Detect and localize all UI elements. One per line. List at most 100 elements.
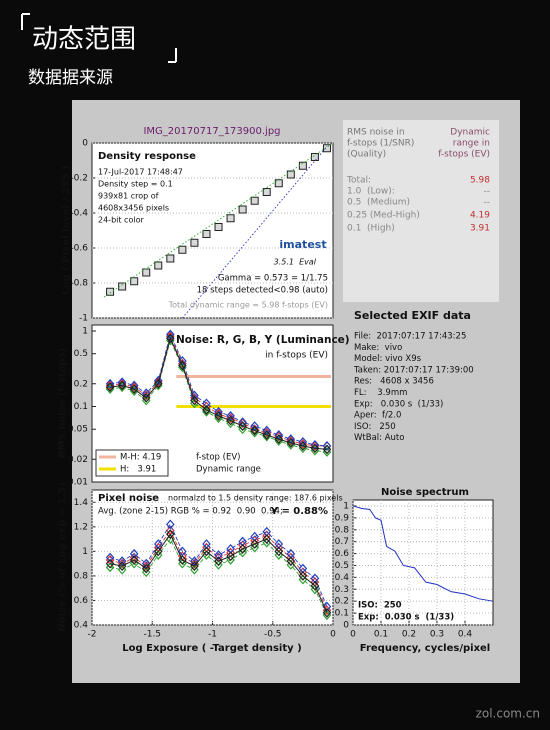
y-tick-label: 0.9 bbox=[335, 513, 350, 523]
marker bbox=[202, 230, 211, 238]
marker bbox=[226, 551, 235, 562]
annotation: Dynamic range bbox=[196, 465, 261, 475]
x-tick-label: -1 bbox=[208, 630, 217, 640]
marker bbox=[262, 534, 272, 545]
y-tick-label: -0.2 bbox=[70, 174, 88, 184]
marker bbox=[214, 559, 223, 570]
exif-line: Taken: 2017:07:17 17:39:00 bbox=[353, 365, 474, 375]
marker bbox=[105, 558, 115, 569]
marker bbox=[298, 161, 307, 170]
y-tick-label: 0 bbox=[82, 139, 88, 149]
y-tick-label: 0.1 bbox=[74, 402, 88, 412]
series-line bbox=[110, 336, 328, 450]
marker bbox=[214, 411, 223, 421]
x-tick-label: -2 bbox=[88, 630, 97, 640]
bracket-open bbox=[21, 13, 30, 30]
annotation: Total dynamic range = 5.98 f-stops (EV) bbox=[168, 301, 328, 310]
marker bbox=[310, 580, 320, 591]
summary-header-left: f-stops (1/SNR) bbox=[347, 139, 414, 149]
y-tick-label: -0.8 bbox=[70, 279, 88, 289]
marker bbox=[141, 392, 151, 403]
marker bbox=[153, 378, 163, 389]
summary-value: -- bbox=[484, 187, 491, 197]
marker bbox=[106, 287, 115, 296]
exif-line: Exp: 0.030 s (1/33) bbox=[354, 399, 443, 409]
series-line bbox=[110, 339, 328, 453]
chart-title: Noise spectrum bbox=[381, 487, 469, 498]
summary-header-right: Dynamic bbox=[450, 128, 490, 138]
y-tick-label: 0.8 bbox=[335, 525, 350, 535]
chart-title: IMG_20170717_173900.jpg bbox=[143, 126, 280, 137]
summary-label: 0.25 (Med-High) bbox=[347, 211, 420, 221]
marker bbox=[130, 277, 139, 286]
x-tick-label: -1.5 bbox=[143, 630, 161, 640]
exif-line: Make: vivo bbox=[354, 343, 402, 353]
summary-value: -- bbox=[484, 198, 491, 208]
annotation: in f-stops (EV) bbox=[265, 351, 328, 361]
series-line bbox=[182, 146, 328, 319]
x-tick-label: 0.4 bbox=[458, 630, 473, 640]
y-tick-label: 0.6 bbox=[74, 596, 89, 606]
marker bbox=[298, 441, 308, 451]
marker bbox=[262, 188, 271, 196]
plot-area bbox=[352, 499, 494, 626]
marker bbox=[310, 153, 319, 161]
y-tick-label: 0.4 bbox=[74, 621, 89, 631]
marker bbox=[105, 378, 115, 389]
x-axis-label: Log Exposure ( -Target density ) bbox=[122, 643, 301, 654]
marker bbox=[250, 539, 259, 549]
y-tick-label: 0.5 bbox=[335, 561, 349, 571]
summary-value: 5.98 bbox=[470, 176, 490, 186]
marker bbox=[166, 529, 175, 540]
marker bbox=[238, 547, 247, 558]
marker bbox=[286, 437, 296, 448]
marker bbox=[105, 380, 115, 391]
marker bbox=[117, 556, 127, 567]
annotation: f-stop (EV) bbox=[196, 453, 240, 463]
annotation: 939x81 crop of bbox=[98, 192, 159, 201]
marker bbox=[322, 607, 332, 618]
marker bbox=[178, 558, 187, 569]
marker bbox=[153, 375, 163, 386]
marker bbox=[117, 564, 127, 575]
marker bbox=[262, 430, 272, 440]
y-tick-label: -1 bbox=[79, 314, 88, 324]
marker bbox=[202, 405, 211, 415]
marker bbox=[166, 254, 175, 263]
legend-label: M-H: 4.19 bbox=[120, 453, 161, 463]
marker bbox=[190, 561, 199, 572]
marker bbox=[190, 395, 199, 406]
annotation: 17-Jul-2017 17:48:47 bbox=[98, 168, 183, 177]
exif-line: Aper: f/2.0 bbox=[354, 411, 401, 421]
marker bbox=[153, 377, 163, 388]
annotation: Density response bbox=[98, 151, 196, 162]
marker bbox=[105, 562, 115, 573]
marker bbox=[153, 546, 163, 557]
annotation: Density step = 0.1 bbox=[98, 180, 173, 189]
annotation: Avg. (zone 2-15) RGB % = 0.92 0.90 0.94; bbox=[98, 507, 283, 517]
x-tick-label: 0.1 bbox=[374, 630, 388, 640]
x-axis-label: Frequency, cycles/pixel bbox=[360, 643, 490, 654]
summary-label: 1.0 (Low): bbox=[347, 187, 395, 197]
exif-line: FL: 3.9mm bbox=[354, 388, 407, 398]
summary-header-left: RMS noise in bbox=[347, 128, 405, 138]
exif-line: File: 2017:07:17 17:43:25 bbox=[354, 332, 466, 342]
y-tick-label: -0.6 bbox=[70, 244, 88, 254]
y-tick-label: 1.4 bbox=[74, 498, 89, 508]
y-tick-label: 1.2 bbox=[74, 522, 88, 532]
marker bbox=[118, 282, 127, 291]
y-tick-label: 0.4 bbox=[335, 573, 350, 583]
marker bbox=[226, 415, 235, 426]
page-subtitle: 数据据来源 bbox=[28, 68, 113, 88]
marker bbox=[190, 238, 199, 247]
summary-label: 0.1 (High) bbox=[347, 224, 395, 234]
marker bbox=[214, 556, 223, 567]
summary-value: 4.19 bbox=[470, 211, 490, 221]
exif-line: Model: vivo X9s bbox=[354, 354, 422, 364]
y-axis-label: Log ( Pixel level / 255 ) bbox=[61, 165, 72, 294]
marker bbox=[322, 605, 332, 616]
marker bbox=[190, 564, 199, 575]
marker bbox=[117, 377, 127, 388]
x-tick-label: 0.2 bbox=[402, 630, 416, 640]
annotation: 3.5.1 Eval bbox=[274, 258, 317, 267]
